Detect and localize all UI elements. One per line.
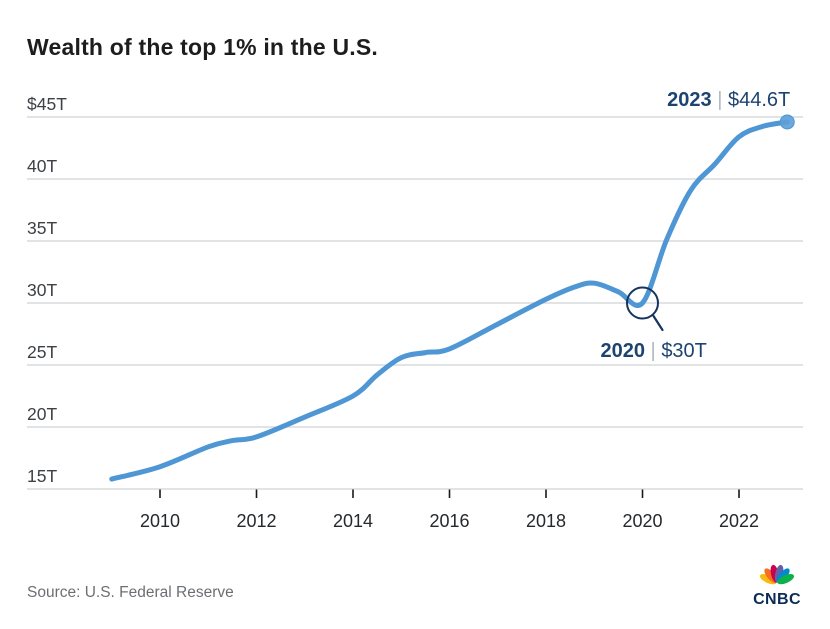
callout-label-2020: 2020 | $30T — [601, 340, 707, 362]
cnbc-wordmark: CNBC — [753, 591, 801, 608]
annotations: 2023 | $44.6T 2020 | $30T — [601, 89, 791, 362]
x-tick-label: 2014 — [333, 511, 373, 531]
gridlines — [27, 116, 803, 490]
cnbc-logo: CNBC — [753, 564, 801, 608]
x-tick-label: 2022 — [719, 511, 759, 531]
y-tick-label: 25T — [27, 342, 57, 362]
x-tick-label: 2018 — [526, 511, 566, 531]
source-note: Source: U.S. Federal Reserve — [27, 584, 234, 601]
x-tick-label: 2016 — [429, 511, 469, 531]
callout-pointer — [652, 314, 664, 332]
end-point-dot — [779, 114, 795, 130]
x-tick-label: 2012 — [236, 511, 276, 531]
peacock-feather — [777, 574, 795, 585]
callout-label-2023: 2023 | $44.6T — [667, 89, 790, 111]
y-tick-label: 20T — [27, 404, 57, 424]
wealth-line — [109, 119, 790, 482]
x-tick-label: 2020 — [622, 511, 662, 531]
y-tick-label: 35T — [27, 218, 57, 238]
chart-title: Wealth of the top 1% in the U.S. — [27, 34, 378, 60]
wealth-line-series — [109, 114, 795, 482]
x-tick-label: 2010 — [140, 511, 180, 531]
y-tick-label: 30T — [27, 280, 57, 300]
x-axis: 2010 2012 2014 2016 2018 2020 2022 — [140, 489, 759, 531]
y-tick-label: $45T — [27, 94, 67, 114]
y-tick-label: 40T — [27, 156, 57, 176]
callout-circle — [626, 286, 659, 320]
y-axis-labels: $45T 40T 35T 30T 25T 20T 15T — [27, 94, 67, 486]
y-tick-label: 15T — [27, 466, 57, 486]
